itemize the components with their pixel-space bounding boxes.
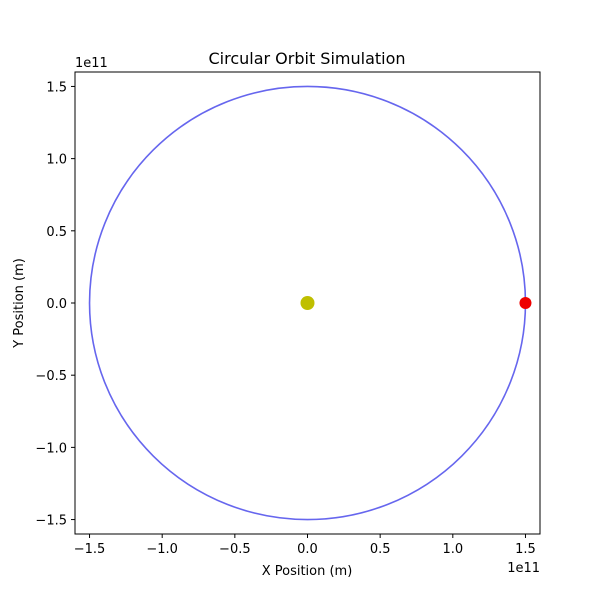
x-axis-label: X Position (m) [262, 564, 353, 579]
x-tick-label: 0.0 [297, 542, 318, 557]
x-tick-label: 1.0 [442, 542, 463, 557]
x-axis-ticks: −1.5 −1.0 −0.5 0.0 0.5 1.0 1.5 [74, 534, 536, 557]
x-tick-label: −1.5 [74, 542, 106, 557]
y-tick-label: 0.0 [46, 297, 67, 312]
chart-title: Circular Orbit Simulation [208, 49, 405, 68]
y-tick-label: −0.5 [35, 369, 67, 384]
y-tick-label: 1.5 [46, 80, 67, 95]
x-tick-label: 0.5 [370, 542, 391, 557]
x-tick-label: −0.5 [219, 542, 251, 557]
x-tick-label: 1.5 [515, 542, 536, 557]
y-tick-label: 1.0 [46, 153, 67, 168]
y-tick-label: −1.5 [35, 514, 67, 529]
central-body-point [300, 296, 315, 310]
y-axis-offset-label: 1e11 [75, 56, 108, 71]
y-axis-label: Y Position (m) [12, 258, 27, 349]
y-tick-label: 0.5 [46, 225, 67, 240]
points-layer [300, 296, 532, 310]
x-axis-offset-label: 1e11 [507, 561, 540, 576]
y-tick-label: −1.0 [35, 441, 67, 456]
orbiting-body-point [519, 297, 532, 309]
y-axis-ticks: −1.5 −1.0 −0.5 0.0 0.5 1.0 1.5 [35, 80, 75, 529]
x-tick-label: −1.0 [146, 542, 178, 557]
